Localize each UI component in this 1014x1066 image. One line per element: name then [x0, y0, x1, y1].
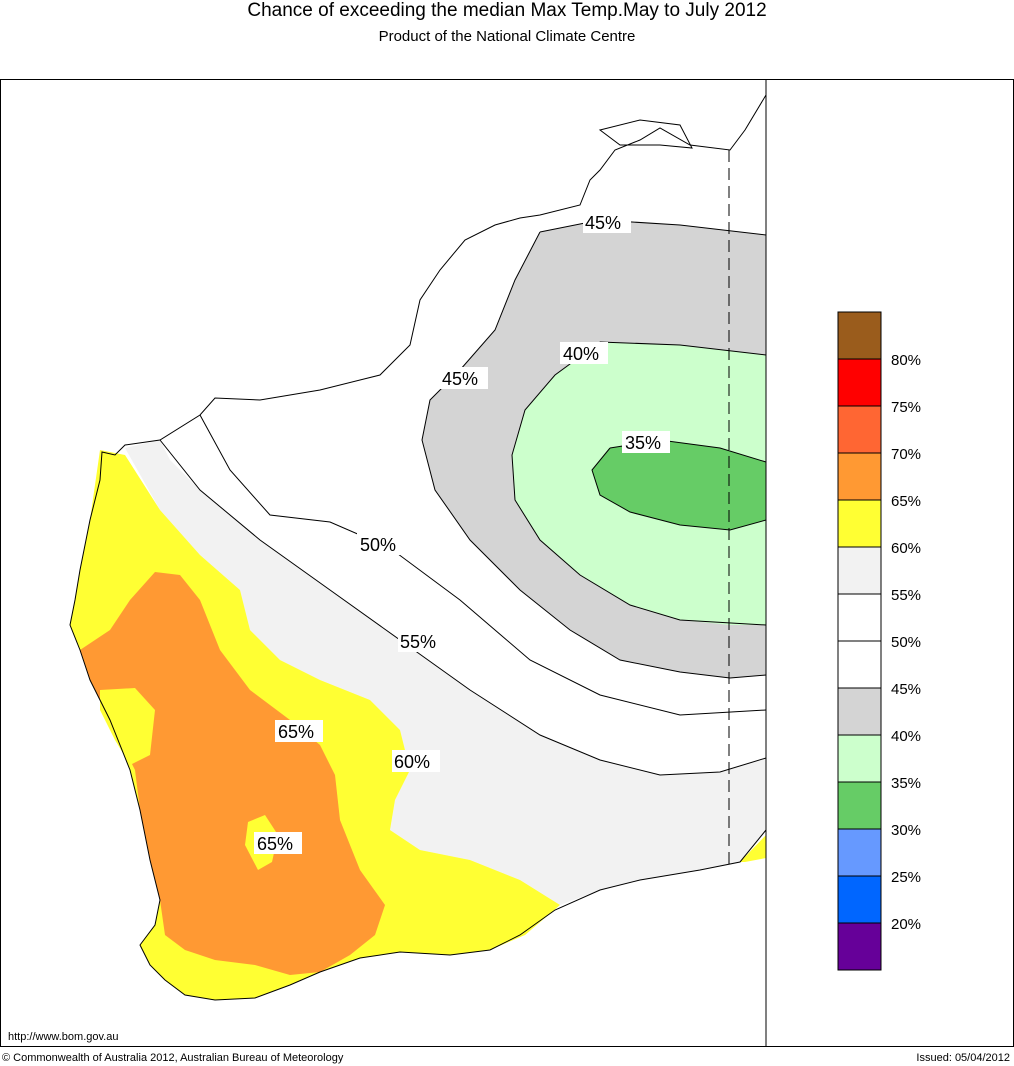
legend-label: 50%	[891, 634, 921, 651]
legend-swatch	[837, 781, 882, 830]
legend-label: 70%	[891, 446, 921, 463]
contour-label-45-north: 45%	[585, 213, 621, 233]
map-area: 45% 40% 35% 45% 50% 55% 60% 65% 65%	[69, 79, 767, 1046]
legend-swatch	[837, 311, 882, 360]
legend-label: 75%	[891, 399, 921, 416]
region-30-35	[592, 440, 766, 530]
legend-swatch	[837, 828, 882, 877]
island-60-65-west	[100, 688, 155, 765]
contour-label-group: 45% 40% 35% 45% 50% 55% 60% 65% 65%	[254, 211, 670, 854]
map-title: Chance of exceeding the median Max Temp.…	[247, 0, 767, 21]
legend-label: 20%	[891, 916, 921, 933]
legend-swatch	[837, 546, 882, 595]
legend-swatch	[837, 499, 882, 548]
legend-swatch	[837, 593, 882, 642]
legend-label: 25%	[891, 869, 921, 886]
legend-swatch	[837, 405, 882, 454]
legend-swatch	[837, 687, 882, 736]
legend-swatch	[837, 358, 882, 407]
source-url[interactable]: http://www.bom.gov.au	[8, 1031, 119, 1043]
contour-label-65-south: 65%	[257, 834, 293, 854]
contour-label-50: 50%	[360, 535, 396, 555]
map-frame: 45% 40% 35% 45% 50% 55% 60% 65% 65% 80% 7…	[0, 79, 1014, 1047]
legend-swatch	[837, 922, 882, 971]
legend: 80% 75% 70% 65% 60% 55% 50% 45% 40% 35% 30% 25% 20%	[837, 311, 921, 971]
map-subtitle: Product of the National Climate Centre	[378, 28, 636, 45]
issued-date: Issued: 05/04/2012	[916, 1052, 1010, 1064]
legend-label: 40%	[891, 728, 921, 745]
coastline	[69, 94, 767, 1001]
legend-swatch	[837, 452, 882, 501]
legend-label: 30%	[891, 822, 921, 839]
legend-swatch	[837, 734, 882, 783]
contour-label-45-west: 45%	[442, 369, 478, 389]
legend-swatch	[837, 640, 882, 689]
contour-label-65-north: 65%	[278, 722, 314, 742]
contour-label-40: 40%	[563, 344, 599, 364]
contour-label-60: 60%	[394, 752, 430, 772]
legend-label: 80%	[891, 352, 921, 369]
contour-label-35: 35%	[625, 433, 661, 453]
legend-label: 65%	[891, 493, 921, 510]
copyright-notice: © Commonwealth of Australia 2012, Austra…	[2, 1052, 344, 1064]
island-north	[598, 119, 693, 149]
legend-label: 60%	[891, 540, 921, 557]
legend-label: 55%	[891, 587, 921, 604]
contour-label-55: 55%	[400, 632, 436, 652]
region-65-70	[80, 572, 385, 975]
legend-label: 45%	[891, 681, 921, 698]
legend-swatch	[837, 875, 882, 924]
region-60-65-east	[740, 835, 766, 862]
legend-label: 35%	[891, 775, 921, 792]
